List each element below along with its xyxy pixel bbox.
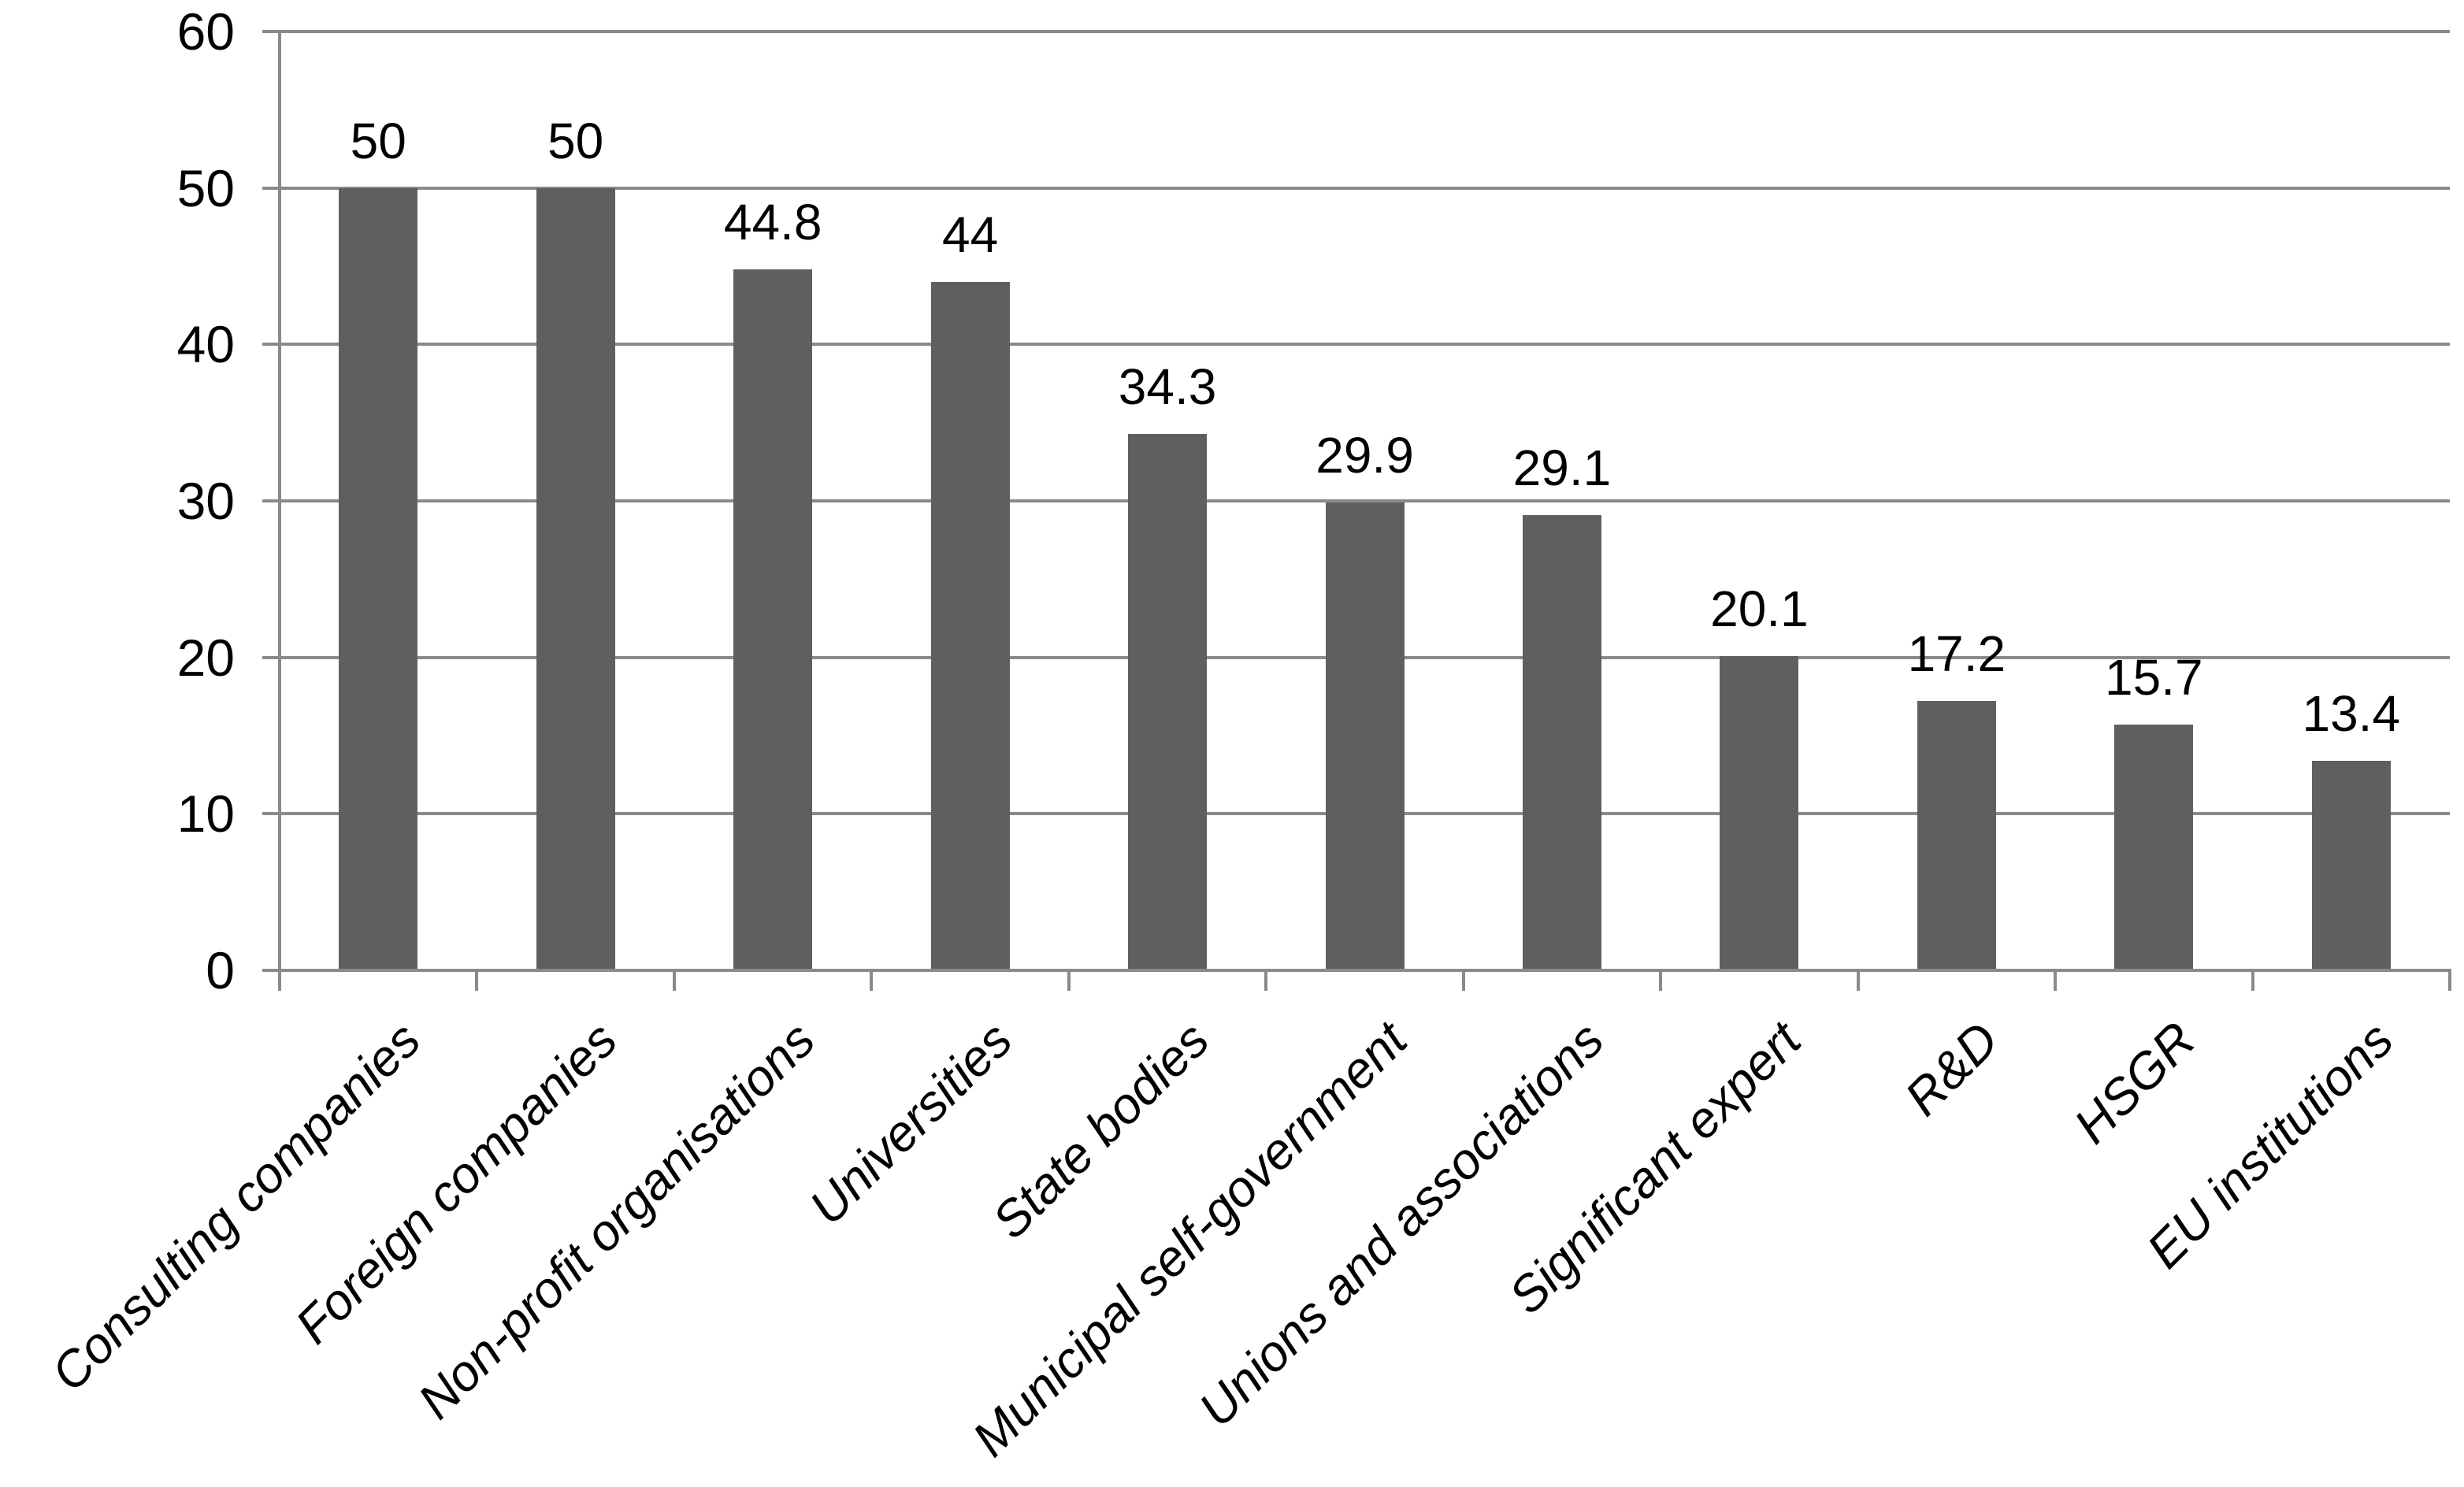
category-label: R&D <box>1894 1010 2009 1127</box>
y-axis-tick-label: 30 <box>176 472 235 530</box>
x-axis-tick <box>2448 970 2451 991</box>
y-axis-tick-label: 60 <box>176 2 235 61</box>
y-axis-tick <box>262 812 280 816</box>
category-label: Consulting companies <box>39 1010 431 1402</box>
category-label: Unions and associations <box>1188 1010 1615 1438</box>
y-axis-tick-label: 20 <box>176 628 235 687</box>
bar <box>1128 433 1208 970</box>
y-axis-tick <box>262 655 280 659</box>
y-axis-tick-label: 40 <box>176 315 235 374</box>
gridline <box>280 186 2450 190</box>
x-axis-tick <box>1067 970 1071 991</box>
bar <box>733 269 813 970</box>
bar-value-label: 50 <box>350 112 406 169</box>
x-axis-tick <box>2251 970 2254 991</box>
bar <box>1522 514 1601 970</box>
category-label: Non-profit organisations <box>406 1010 826 1430</box>
y-axis-tick-label: 10 <box>176 784 235 844</box>
x-axis-tick <box>1264 970 1268 991</box>
bar-value-label: 20.1 <box>1710 580 1809 637</box>
y-axis-tick <box>262 186 280 190</box>
y-axis-tick-label: 50 <box>176 158 235 217</box>
bar <box>930 281 1010 970</box>
category-label: Foreign companies <box>284 1010 629 1355</box>
x-axis-tick <box>2054 970 2058 991</box>
bar-value-label: 34.3 <box>1118 358 1217 415</box>
category-label: HSGR <box>2063 1010 2206 1155</box>
y-axis-tick <box>262 343 280 347</box>
y-axis-tick <box>262 30 280 33</box>
y-axis-line <box>278 32 281 991</box>
bar <box>2311 760 2391 970</box>
bar-value-label: 44 <box>941 206 999 263</box>
bar-value-label: 29.9 <box>1315 426 1414 484</box>
bar <box>1917 701 1996 970</box>
bar-value-label: 50 <box>547 112 604 169</box>
x-axis-tick <box>475 970 479 991</box>
bar <box>536 187 615 970</box>
x-axis-line <box>278 969 2451 972</box>
y-axis-tick <box>262 969 280 972</box>
x-axis-tick <box>1856 970 1860 991</box>
gridline <box>280 499 2450 502</box>
bar-value-label: 29.1 <box>1512 439 1612 496</box>
y-axis-tick-label: 0 <box>206 941 235 999</box>
bar <box>2114 725 2194 970</box>
gridline <box>280 30 2450 33</box>
bar-value-label: 44.8 <box>723 193 822 250</box>
bar <box>339 187 418 970</box>
x-axis-tick <box>1461 970 1465 991</box>
x-axis-tick <box>672 970 676 991</box>
x-axis-tick <box>1659 970 1663 991</box>
bar <box>1325 502 1405 970</box>
bar-value-label: 13.4 <box>2302 684 2401 742</box>
bar-value-label: 15.7 <box>2105 649 2203 706</box>
bar <box>1720 655 1799 970</box>
bar-value-label: 17.2 <box>1907 625 2006 683</box>
gridline <box>280 343 2450 347</box>
y-axis-tick <box>262 499 280 502</box>
x-axis-tick <box>870 970 874 991</box>
